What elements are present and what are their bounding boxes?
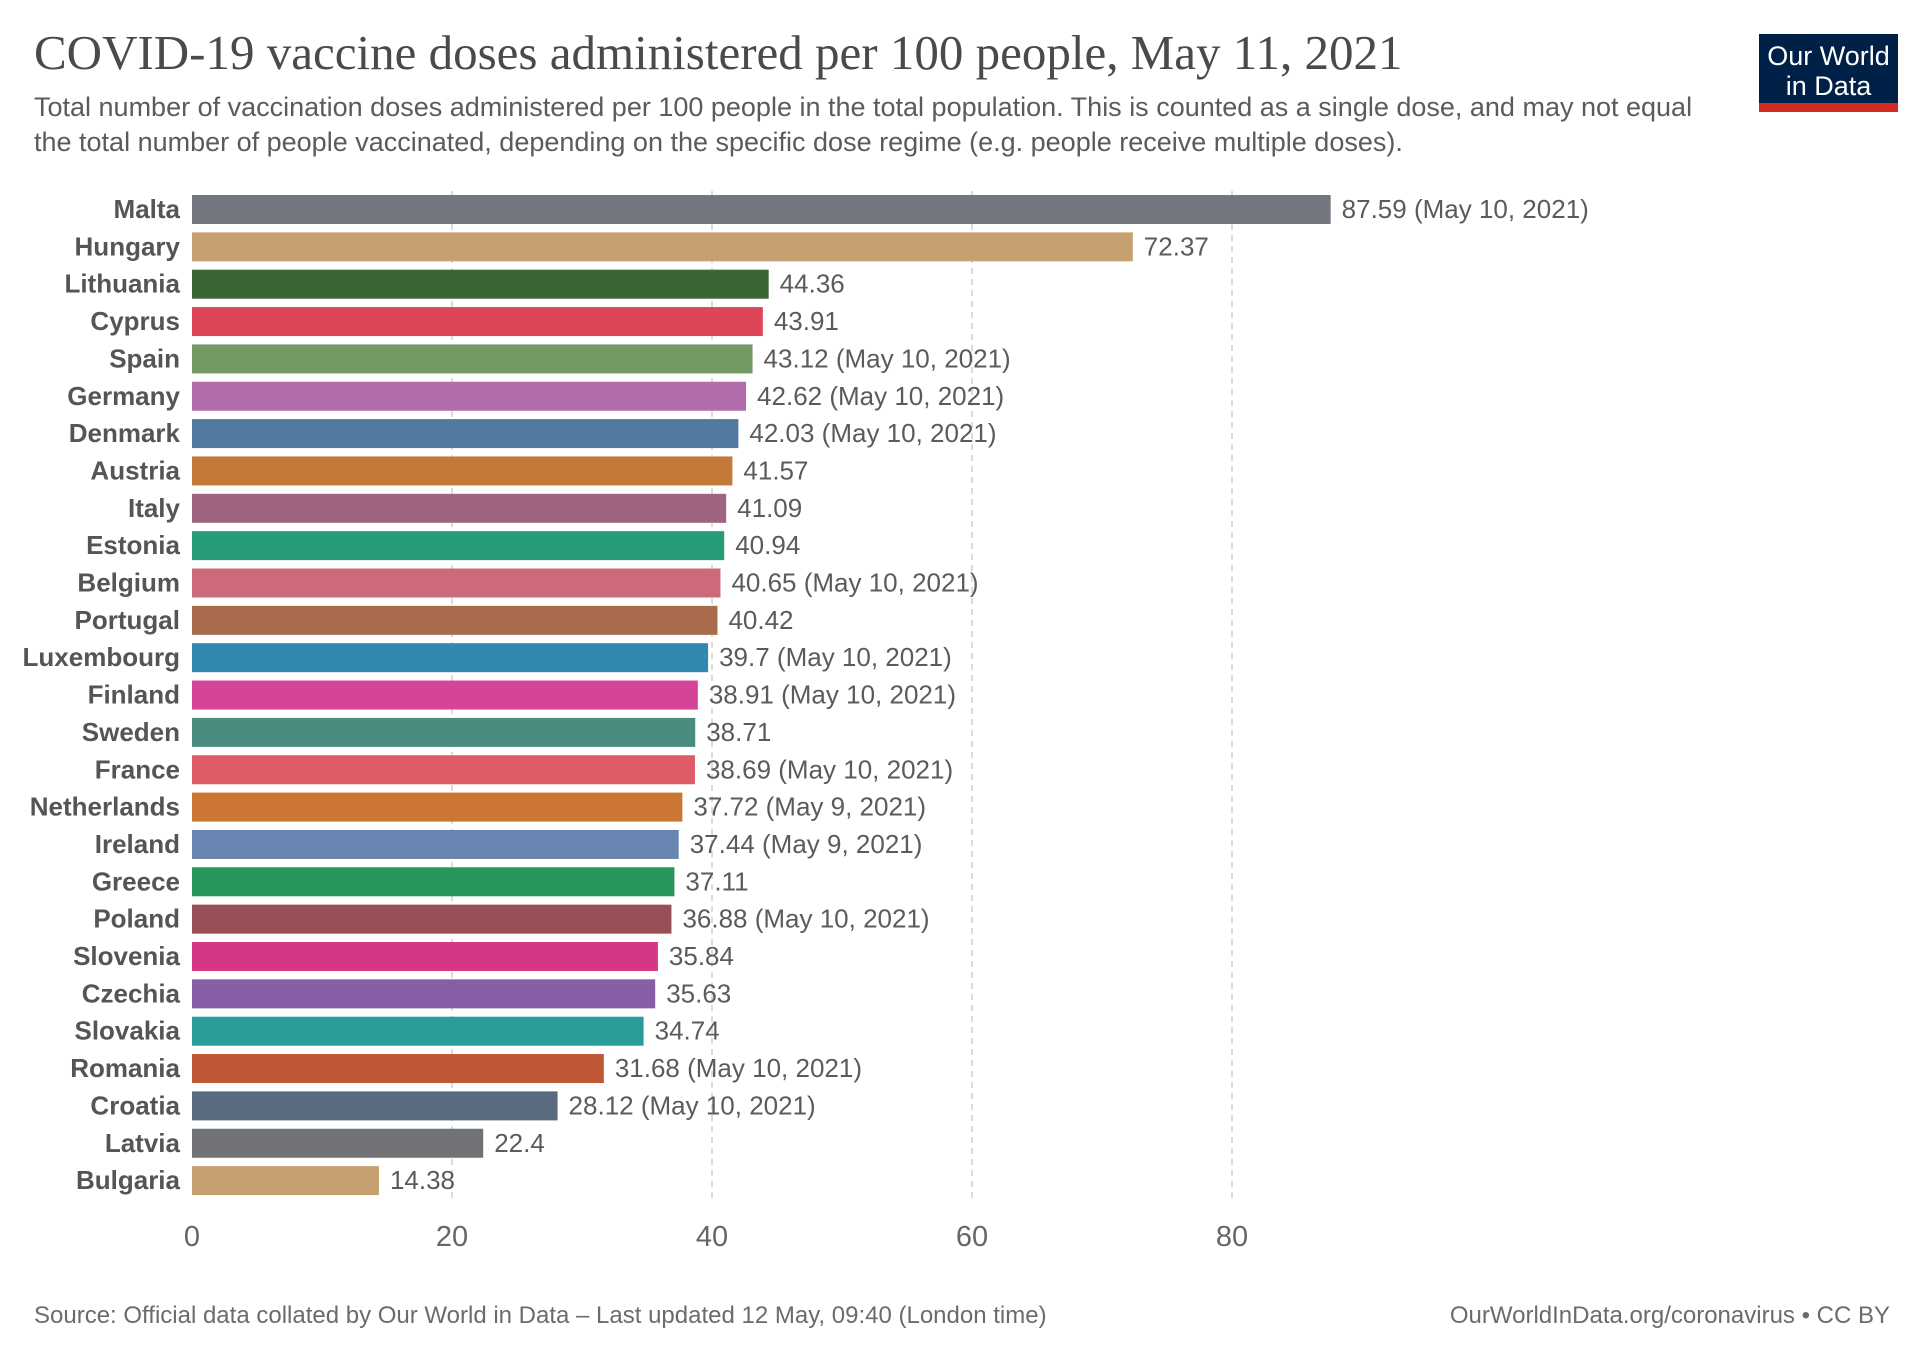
bar-lithuania[interactable] <box>192 269 769 299</box>
category-label-italy: Italy <box>128 493 181 523</box>
value-label-hungary: 72.37 <box>1144 231 1209 261</box>
value-label-malta: 87.59 (May 10, 2021) <box>1342 194 1589 224</box>
bar-poland[interactable] <box>192 904 672 934</box>
category-label-germany: Germany <box>67 381 180 411</box>
category-label-lithuania: Lithuania <box>64 269 180 299</box>
bar-austria[interactable] <box>192 456 733 486</box>
value-label-austria: 41.57 <box>743 455 808 485</box>
value-label-cyprus: 43.91 <box>774 306 839 336</box>
bar-finland[interactable] <box>192 680 698 710</box>
category-label-croatia: Croatia <box>90 1090 180 1120</box>
value-label-latvia: 22.4 <box>494 1128 545 1158</box>
category-label-france: France <box>95 754 180 784</box>
value-label-belgium: 40.65 (May 10, 2021) <box>731 568 978 598</box>
bar-malta[interactable] <box>192 195 1331 224</box>
category-labels: Malta Hungary Lithuania Cyprus Spain Germany D… <box>23 194 181 1195</box>
x-tick-label-80: 80 <box>1216 1221 1248 1253</box>
value-label-finland: 38.91 (May 10, 2021) <box>709 680 956 710</box>
category-label-latvia: Latvia <box>105 1128 181 1158</box>
source-note: Source: Official data collated by Our Wo… <box>34 1302 1047 1329</box>
bar-ireland[interactable] <box>192 829 679 859</box>
category-label-belgium: Belgium <box>77 568 180 598</box>
x-axis-ticks: 0 20 40 60 80 <box>184 1221 1248 1253</box>
bar-bulgaria[interactable] <box>192 1166 379 1196</box>
value-label-greece: 37.11 <box>685 866 748 896</box>
x-tick-label-20: 20 <box>436 1221 468 1253</box>
chart-title: COVID-19 vaccine doses administered per … <box>34 25 1403 80</box>
bar-france[interactable] <box>192 755 695 785</box>
bar-slovenia[interactable] <box>192 942 658 971</box>
value-label-netherlands: 37.72 (May 9, 2021) <box>693 792 926 822</box>
value-label-denmark: 42.03 (May 10, 2021) <box>749 418 996 448</box>
value-label-sweden: 38.71 <box>706 717 771 747</box>
bar-hungary[interactable] <box>192 232 1133 262</box>
logo-line-2: in Data <box>1785 71 1872 101</box>
x-tick-label-40: 40 <box>696 1221 728 1253</box>
category-label-luxembourg: Luxembourg <box>23 642 180 672</box>
bar-greece[interactable] <box>192 867 675 897</box>
bar-germany[interactable] <box>192 381 747 411</box>
owid-logo[interactable]: Our World in Data <box>1759 34 1898 112</box>
bar-slovakia[interactable] <box>192 1016 644 1046</box>
bar-latvia[interactable] <box>192 1128 484 1158</box>
value-label-ireland: 37.44 (May 9, 2021) <box>690 829 923 859</box>
value-label-luxembourg: 39.7 (May 10, 2021) <box>719 642 952 672</box>
value-label-croatia: 28.12 (May 10, 2021) <box>569 1090 816 1120</box>
value-label-czechia: 35.63 <box>666 978 731 1008</box>
category-label-slovenia: Slovenia <box>73 941 180 971</box>
source-link[interactable]: OurWorldInData.org/coronavirus • CC BY <box>1449 1302 1890 1329</box>
logo-line-1: Our World <box>1767 41 1890 71</box>
bar-romania[interactable] <box>192 1054 604 1084</box>
category-label-ireland: Ireland <box>95 829 180 859</box>
bar-estonia[interactable] <box>192 531 725 561</box>
value-label-slovakia: 34.74 <box>655 1016 720 1046</box>
chart-subtitle: Total number of vaccination doses admini… <box>34 92 1693 157</box>
bar-denmark[interactable] <box>192 419 739 449</box>
value-labels: 87.59 (May 10, 2021) 72.37 44.36 43.91 43.12… <box>390 194 1589 1195</box>
category-label-hungary: Hungary <box>75 231 181 261</box>
bar-cyprus[interactable] <box>192 307 763 337</box>
value-label-romania: 31.68 (May 10, 2021) <box>615 1053 862 1083</box>
bar-belgium[interactable] <box>192 568 721 598</box>
value-label-slovenia: 35.84 <box>669 941 734 971</box>
category-label-netherlands: Netherlands <box>30 792 180 822</box>
category-label-cyprus: Cyprus <box>90 306 180 336</box>
value-label-lithuania: 44.36 <box>780 269 845 299</box>
category-label-denmark: Denmark <box>69 418 181 448</box>
category-label-slovakia: Slovakia <box>74 1016 180 1046</box>
bar-spain[interactable] <box>192 344 753 374</box>
value-label-germany: 42.62 (May 10, 2021) <box>757 381 1004 411</box>
category-label-finland: Finland <box>88 680 180 710</box>
value-label-italy: 41.09 <box>737 493 802 523</box>
category-label-spain: Spain <box>109 343 180 373</box>
bar-italy[interactable] <box>192 493 727 523</box>
category-label-czechia: Czechia <box>82 978 181 1008</box>
bars <box>192 195 1331 1196</box>
category-label-poland: Poland <box>93 904 180 934</box>
category-label-estonia: Estonia <box>86 530 180 560</box>
category-label-bulgaria: Bulgaria <box>76 1165 181 1195</box>
x-tick-label-0: 0 <box>184 1221 200 1253</box>
bar-czechia[interactable] <box>192 979 656 1009</box>
category-label-portugal: Portugal <box>75 605 180 635</box>
bar-sweden[interactable] <box>192 717 696 747</box>
value-label-bulgaria: 14.38 <box>390 1165 455 1195</box>
bar-netherlands[interactable] <box>192 792 683 822</box>
bar-croatia[interactable] <box>192 1091 558 1121</box>
x-tick-label-60: 60 <box>956 1221 988 1253</box>
value-label-france: 38.69 (May 10, 2021) <box>706 754 953 784</box>
value-label-poland: 36.88 (May 10, 2021) <box>682 904 929 934</box>
category-label-malta: Malta <box>114 194 181 224</box>
bar-luxembourg[interactable] <box>192 643 709 673</box>
value-label-spain: 43.12 (May 10, 2021) <box>764 343 1011 373</box>
value-label-estonia: 40.94 <box>735 530 800 560</box>
category-label-romania: Romania <box>70 1053 180 1083</box>
category-label-greece: Greece <box>92 866 180 896</box>
category-label-austria: Austria <box>90 455 180 485</box>
category-label-sweden: Sweden <box>82 717 180 747</box>
value-label-portugal: 40.42 <box>728 605 793 635</box>
bar-portugal[interactable] <box>192 605 718 635</box>
